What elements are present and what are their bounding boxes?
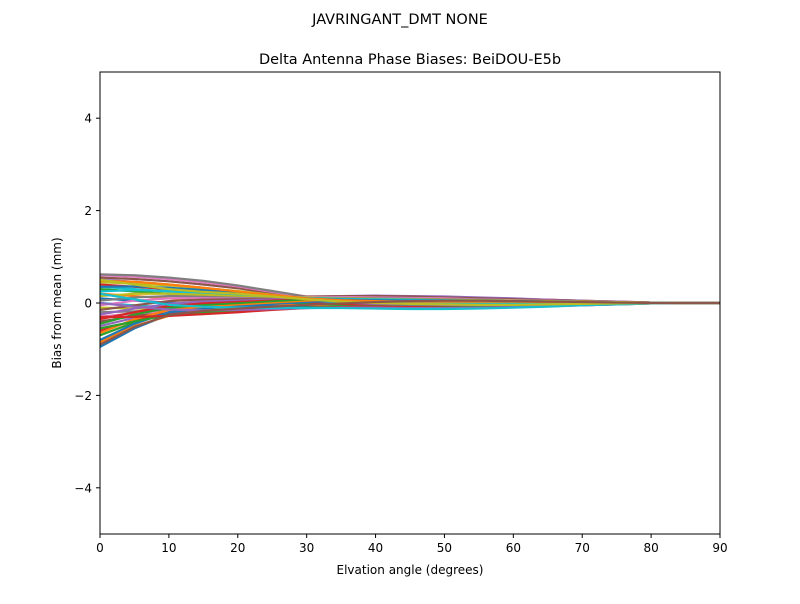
series-line-38 bbox=[100, 299, 720, 346]
x-tick-label: 30 bbox=[299, 541, 314, 555]
x-tick-label: 80 bbox=[643, 541, 658, 555]
y-tick-label: 0 bbox=[84, 297, 92, 311]
y-tick-label: −2 bbox=[74, 389, 92, 403]
x-tick-label: 40 bbox=[368, 541, 383, 555]
x-axis: 0 10 20 30 40 50 60 70 80 90 bbox=[96, 534, 728, 555]
y-axis-label: Bias from mean (mm) bbox=[50, 237, 64, 368]
series-group bbox=[100, 273, 720, 348]
x-tick-label: 20 bbox=[230, 541, 245, 555]
x-tick-label: 60 bbox=[506, 541, 521, 555]
x-tick-label: 50 bbox=[437, 541, 452, 555]
x-axis-label: Elvation angle (degrees) bbox=[337, 563, 484, 577]
chart-title: Delta Antenna Phase Biases: BeiDOU-E5b bbox=[259, 52, 561, 68]
y-tick-label: −4 bbox=[74, 481, 92, 495]
plot-area bbox=[99, 71, 721, 535]
y-tick-label: 2 bbox=[84, 204, 92, 218]
y-tick-label: 4 bbox=[84, 112, 92, 126]
y-axis: −4 −2 0 2 4 bbox=[74, 112, 100, 495]
x-tick-label: 70 bbox=[575, 541, 590, 555]
x-tick-label: 10 bbox=[161, 541, 176, 555]
figure-suptitle: JAVRINGANT_DMT NONE bbox=[311, 12, 488, 28]
x-tick-label: 90 bbox=[712, 541, 727, 555]
x-tick-label: 0 bbox=[96, 541, 104, 555]
